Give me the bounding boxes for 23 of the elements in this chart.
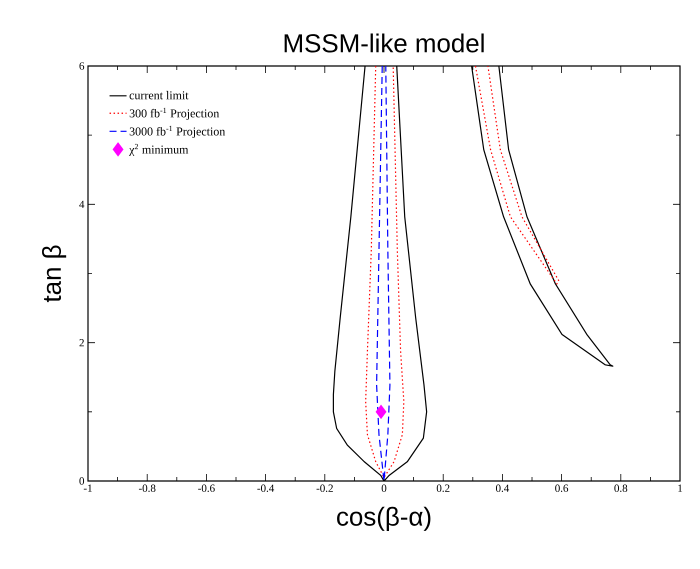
x-tick-label: 0.6 [555,484,568,492]
legend-label: χ$^{2}$ minimum [129,144,188,156]
x-tick-label: 0.4 [496,484,510,492]
y-axis-title: tan β [42,245,66,302]
x-tick-label: 0.8 [614,484,628,492]
x-axis-title: cos(β-α) [337,506,430,531]
x-tick-label: -0.4 [257,484,274,492]
legend-label: 3000 fb$^{-1}$ Projection [130,126,226,138]
chart-title: MSSM-like model [284,33,484,52]
legend-label: 300 fb$^{-1}$ Projection [130,108,220,120]
x-tick-label: 1 [678,484,682,492]
y-tick-label: 6 [79,62,84,70]
legend-label: current limit [130,90,189,100]
y-tick-label: 0 [79,477,84,485]
line-series [376,66,391,481]
x-tick-label: 0 [382,484,386,492]
x-tick-label: -0.8 [138,484,156,492]
y-tick-label: 2 [79,339,84,346]
y-tick-label: 4 [79,200,84,208]
x-tick-label: -0.6 [198,484,215,492]
x-tick-label: -1 [84,484,92,492]
x-tick-label: 0.2 [436,484,450,492]
x-tick-label: -0.2 [316,484,333,492]
